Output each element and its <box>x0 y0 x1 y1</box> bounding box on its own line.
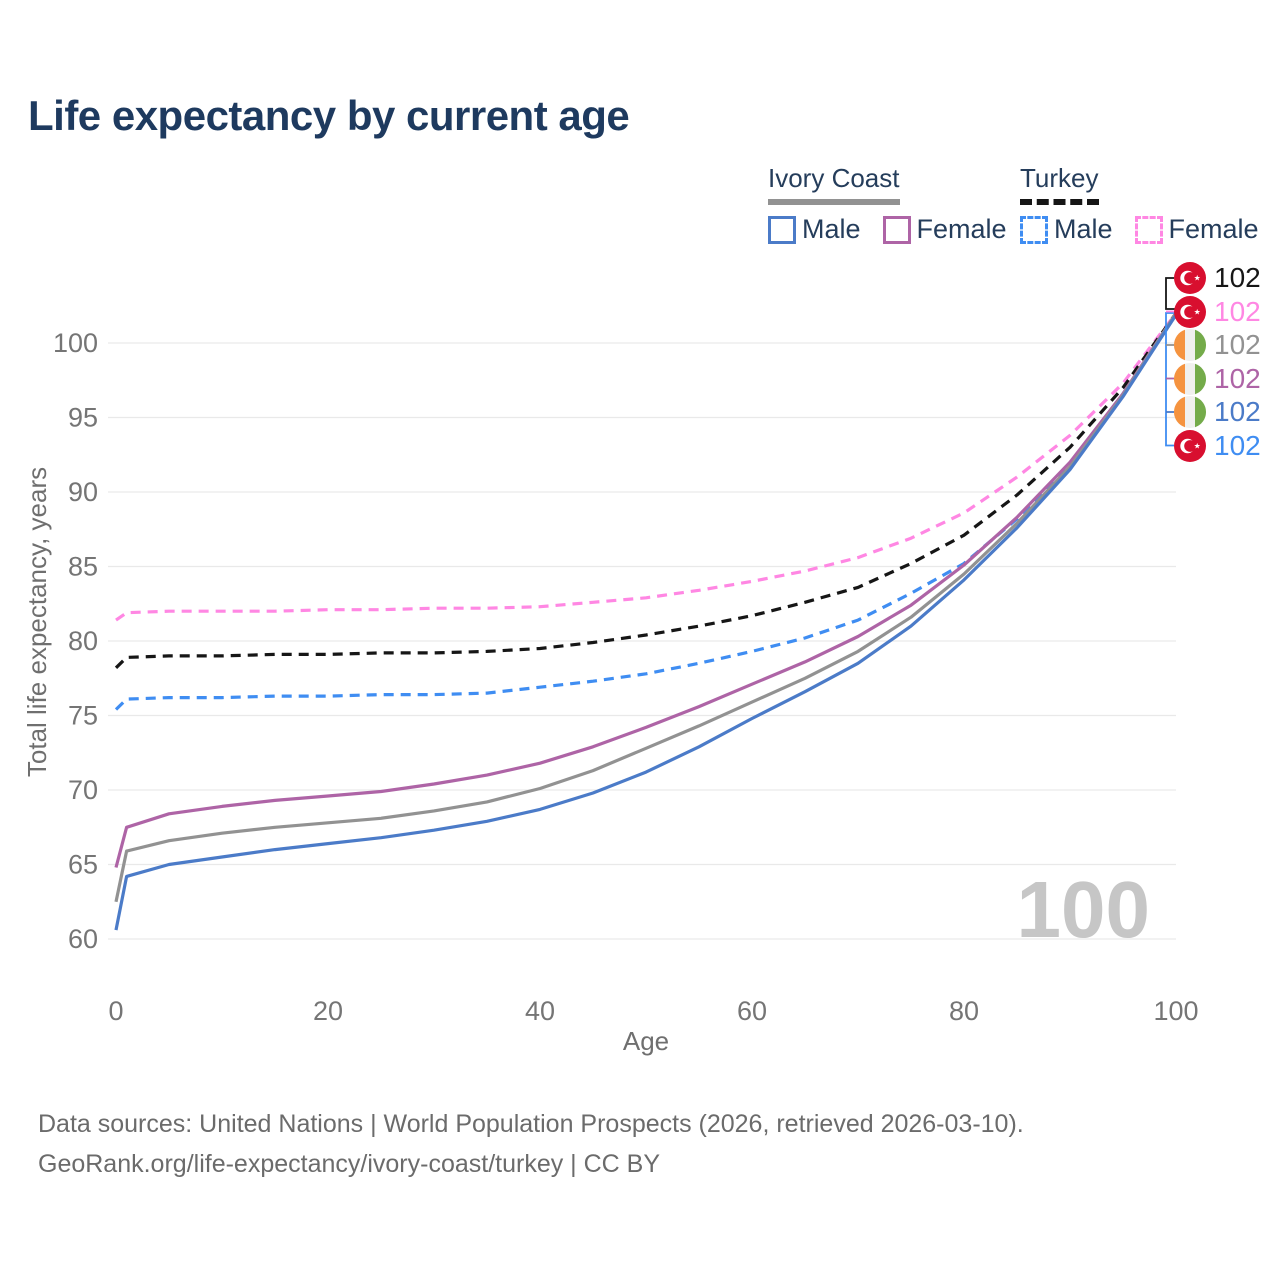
ivory-coast-male-swatch <box>768 215 796 244</box>
ivory-coast-flag-icon <box>1174 396 1206 428</box>
x-axis-title: Age <box>623 1026 669 1056</box>
endpoint-value: 102 <box>1214 429 1261 461</box>
ivory-coast-flag-icon <box>1174 362 1206 395</box>
endpoint-value: 102 <box>1214 362 1261 394</box>
series-line-turkey-male <box>114 313 1178 711</box>
series-line-turkey-female <box>115 312 1178 622</box>
endpoint-label-row: 102 <box>1174 295 1261 328</box>
turkey-female-swatch <box>1134 215 1163 244</box>
legend-label-turkey-male: Male <box>1054 214 1113 244</box>
x-tick-label: 100 <box>1153 996 1198 1026</box>
legend-group-turkey: Turkey Male Female <box>1020 163 1259 245</box>
endpoint-value: 102 <box>1214 295 1261 327</box>
series-line-turkey <box>114 312 1178 669</box>
x-axis-ticks: 0 20 40 60 80 100 <box>108 996 1198 1026</box>
x-tick-label: 40 <box>525 996 555 1026</box>
x-tick-label: 20 <box>313 996 343 1026</box>
legend-group-ivory-coast: Ivory Coast Male Female <box>768 163 1007 245</box>
series-line-ivory-coast <box>114 312 1178 903</box>
y-tick-label: 65 <box>68 850 98 880</box>
gridlines <box>108 342 1176 940</box>
y-tick-label: 75 <box>68 701 98 731</box>
endpoint-label-row: 102 <box>1174 362 1261 395</box>
source-note: Data sources: United Nations | World Pop… <box>38 1104 1024 1184</box>
page-title: Life expectancy by current age <box>28 92 630 139</box>
ivory-coast-female-swatch <box>882 215 911 244</box>
age-watermark: 100 <box>1017 865 1150 954</box>
ivory-coast-flag-icon <box>1174 329 1206 361</box>
leader-line <box>1165 277 1176 310</box>
legend-label-ivory-coast-female: Female <box>916 214 1007 244</box>
legend-label-ivory-coast-male: Male <box>802 214 861 244</box>
legend-label-turkey-female: Female <box>1168 214 1259 244</box>
legend-country-ivory-coast: Ivory Coast <box>768 163 900 205</box>
y-tick-label: 95 <box>68 403 98 433</box>
x-tick-label: 60 <box>737 996 767 1026</box>
source-line-1: Data sources: United Nations | World Pop… <box>38 1110 1024 1138</box>
y-tick-label: 80 <box>68 626 98 656</box>
endpoint-label-row: 102 <box>1174 329 1261 361</box>
y-tick-label: 90 <box>68 477 98 507</box>
turkey-flag-icon <box>1174 295 1206 328</box>
y-axis-ticks: 60 65 70 75 80 85 90 95 100 <box>53 328 98 954</box>
y-tick-label: 100 <box>53 328 98 358</box>
y-tick-label: 60 <box>68 924 98 954</box>
turkey-flag-icon <box>1174 429 1206 462</box>
y-tick-label: 85 <box>68 552 98 582</box>
endpoint-leader-lines <box>1165 277 1176 447</box>
endpoint-value: 102 <box>1214 396 1261 427</box>
y-tick-label: 70 <box>68 775 98 805</box>
endpoint-label-row: 102 <box>1174 262 1261 294</box>
x-tick-label: 0 <box>108 996 123 1026</box>
endpoint-value: 102 <box>1214 329 1261 360</box>
x-tick-label: 80 <box>949 996 979 1026</box>
series-line-ivory-coast-female <box>114 312 1178 868</box>
endpoint-label-row: 102 <box>1174 396 1261 428</box>
endpoint-label-row: 102 <box>1174 429 1261 462</box>
source-line-2: GeoRank.org/life-expectancy/ivory-coast/… <box>38 1150 661 1178</box>
data-series-lines <box>114 312 1178 931</box>
legend-country-turkey: Turkey <box>1020 163 1099 205</box>
turkey-flag-icon <box>1174 262 1206 294</box>
turkey-male-swatch <box>1020 215 1048 244</box>
endpoint-value: 102 <box>1214 262 1261 293</box>
y-axis-title: Total life expectancy, years <box>22 467 52 777</box>
series-line-ivory-coast-male <box>114 313 1178 931</box>
